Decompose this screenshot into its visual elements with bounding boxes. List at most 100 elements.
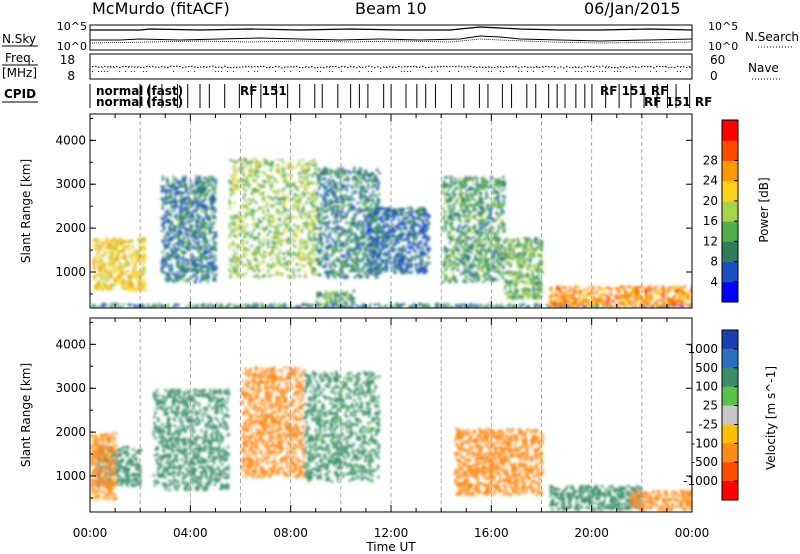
power-echo-cell: [275, 202, 278, 205]
power-echo-cell: [292, 258, 295, 261]
power-echo-cell: [497, 230, 500, 234]
power-echo-cell: [276, 254, 280, 258]
power-echo-cell: [140, 254, 143, 258]
power-echo-cell: [361, 188, 364, 192]
power-echo-cell: [399, 227, 402, 230]
power-echo-cell: [177, 186, 180, 189]
power-echo-cell: [167, 229, 171, 233]
power-echo-cell: [340, 266, 343, 269]
power-echo-cell: [362, 203, 365, 207]
power-echo-cell: [469, 193, 472, 196]
nave-mark: [124, 70, 127, 73]
power-echo-cell: [186, 235, 189, 238]
power-echo-cell: [92, 244, 95, 247]
power-echo-cell: [195, 204, 198, 207]
power-echo-cell: [202, 221, 205, 224]
freq-mark: [415, 66, 418, 68]
power-echo-cell: [144, 282, 147, 285]
power-echo-cell: [111, 255, 114, 259]
power-echo-cell: [332, 227, 335, 231]
power-echo-cell: [383, 266, 386, 270]
power-echo-cell: [100, 264, 103, 268]
power-echo-cell: [276, 180, 279, 184]
power-echo-cell: [184, 205, 187, 209]
power-echo-cell: [92, 239, 95, 242]
power-echo-cell: [137, 305, 140, 308]
power-echo-cell: [325, 172, 328, 175]
power-echo-cell: [112, 303, 115, 306]
power-echo-cell: [379, 208, 382, 211]
power-echo-cell: [204, 240, 207, 244]
power-echo-cell: [119, 272, 122, 276]
power-echo-cell: [302, 239, 306, 242]
power-echo-cell: [245, 272, 248, 275]
power-echo-cell: [364, 208, 367, 212]
power-echo-cell: [228, 226, 231, 230]
freq-mark: [445, 65, 448, 68]
power-echo-cell: [505, 304, 509, 308]
power-echo-cell: [261, 275, 265, 278]
power-echo-cell: [194, 180, 197, 184]
power-echo-cell: [228, 199, 231, 202]
power-echo-cell: [340, 254, 344, 257]
power-echo-cell: [354, 236, 357, 239]
power-echo-cell: [478, 223, 481, 226]
power-echo-cell: [375, 265, 378, 269]
power-echo-cell: [131, 252, 134, 256]
freq-mark: [412, 65, 415, 68]
power-echo-cell: [173, 280, 176, 284]
power-echo-cell: [332, 290, 335, 293]
power-echo-cell: [347, 298, 350, 301]
power-echo-cell: [348, 253, 351, 256]
power-echo-cell: [377, 199, 380, 202]
power-echo-cell: [262, 205, 265, 209]
freq-mark: [535, 65, 538, 69]
power-echo-cell: [92, 260, 95, 263]
power-echo-cell: [374, 273, 377, 276]
power-echo-cell: [350, 227, 353, 231]
power-echo-cell: [407, 251, 410, 254]
power-echo-cell: [144, 245, 147, 249]
power-echo-cell: [190, 235, 193, 239]
power-echo-cell: [119, 237, 122, 240]
power-echo-cell: [229, 263, 232, 267]
power-echo-cell: [196, 263, 199, 266]
power-echo-cell: [211, 255, 215, 259]
power-echo-cell: [197, 249, 200, 253]
power-echo-cell: [183, 258, 187, 262]
power-echo-cell: [122, 255, 125, 258]
power-echo-cell: [238, 216, 241, 220]
power-echo-cell: [346, 203, 350, 207]
power-echo-cell: [596, 303, 599, 306]
power-echo-cell: [468, 226, 471, 229]
power-echo-cell: [549, 305, 552, 308]
power-echo-cell: [300, 230, 304, 233]
power-echo-cell: [300, 264, 303, 267]
power-echo-cell: [324, 271, 327, 274]
power-echo-cell: [139, 305, 142, 308]
power-echo-cell: [202, 186, 205, 190]
power-echo-cell: [198, 248, 201, 251]
power-echo-cell: [243, 172, 246, 176]
nave-mark: [232, 70, 235, 73]
power-echo-cell: [407, 241, 410, 245]
power-echo-cell: [287, 183, 290, 187]
power-echo-cell: [350, 300, 353, 303]
power-echo-cell: [314, 245, 317, 248]
power-echo-cell: [289, 160, 292, 164]
power-echo-cell: [232, 265, 235, 269]
power-echo-cell: [335, 186, 338, 189]
power-echo-cell: [312, 159, 316, 162]
power-echo-cell: [331, 179, 335, 182]
power-echo-cell: [370, 218, 373, 221]
power-echo-cell: [240, 225, 243, 229]
power-echo-cell: [270, 164, 273, 167]
power-echo-cell: [192, 216, 195, 219]
power-echo-cell: [287, 164, 290, 168]
power-echo-cell: [369, 252, 372, 255]
power-echo-cell: [107, 247, 110, 250]
power-echo-cell: [382, 233, 385, 237]
power-echo-cell: [464, 303, 467, 307]
power-echo-cell: [301, 195, 304, 199]
freq-mark: [586, 65, 589, 68]
